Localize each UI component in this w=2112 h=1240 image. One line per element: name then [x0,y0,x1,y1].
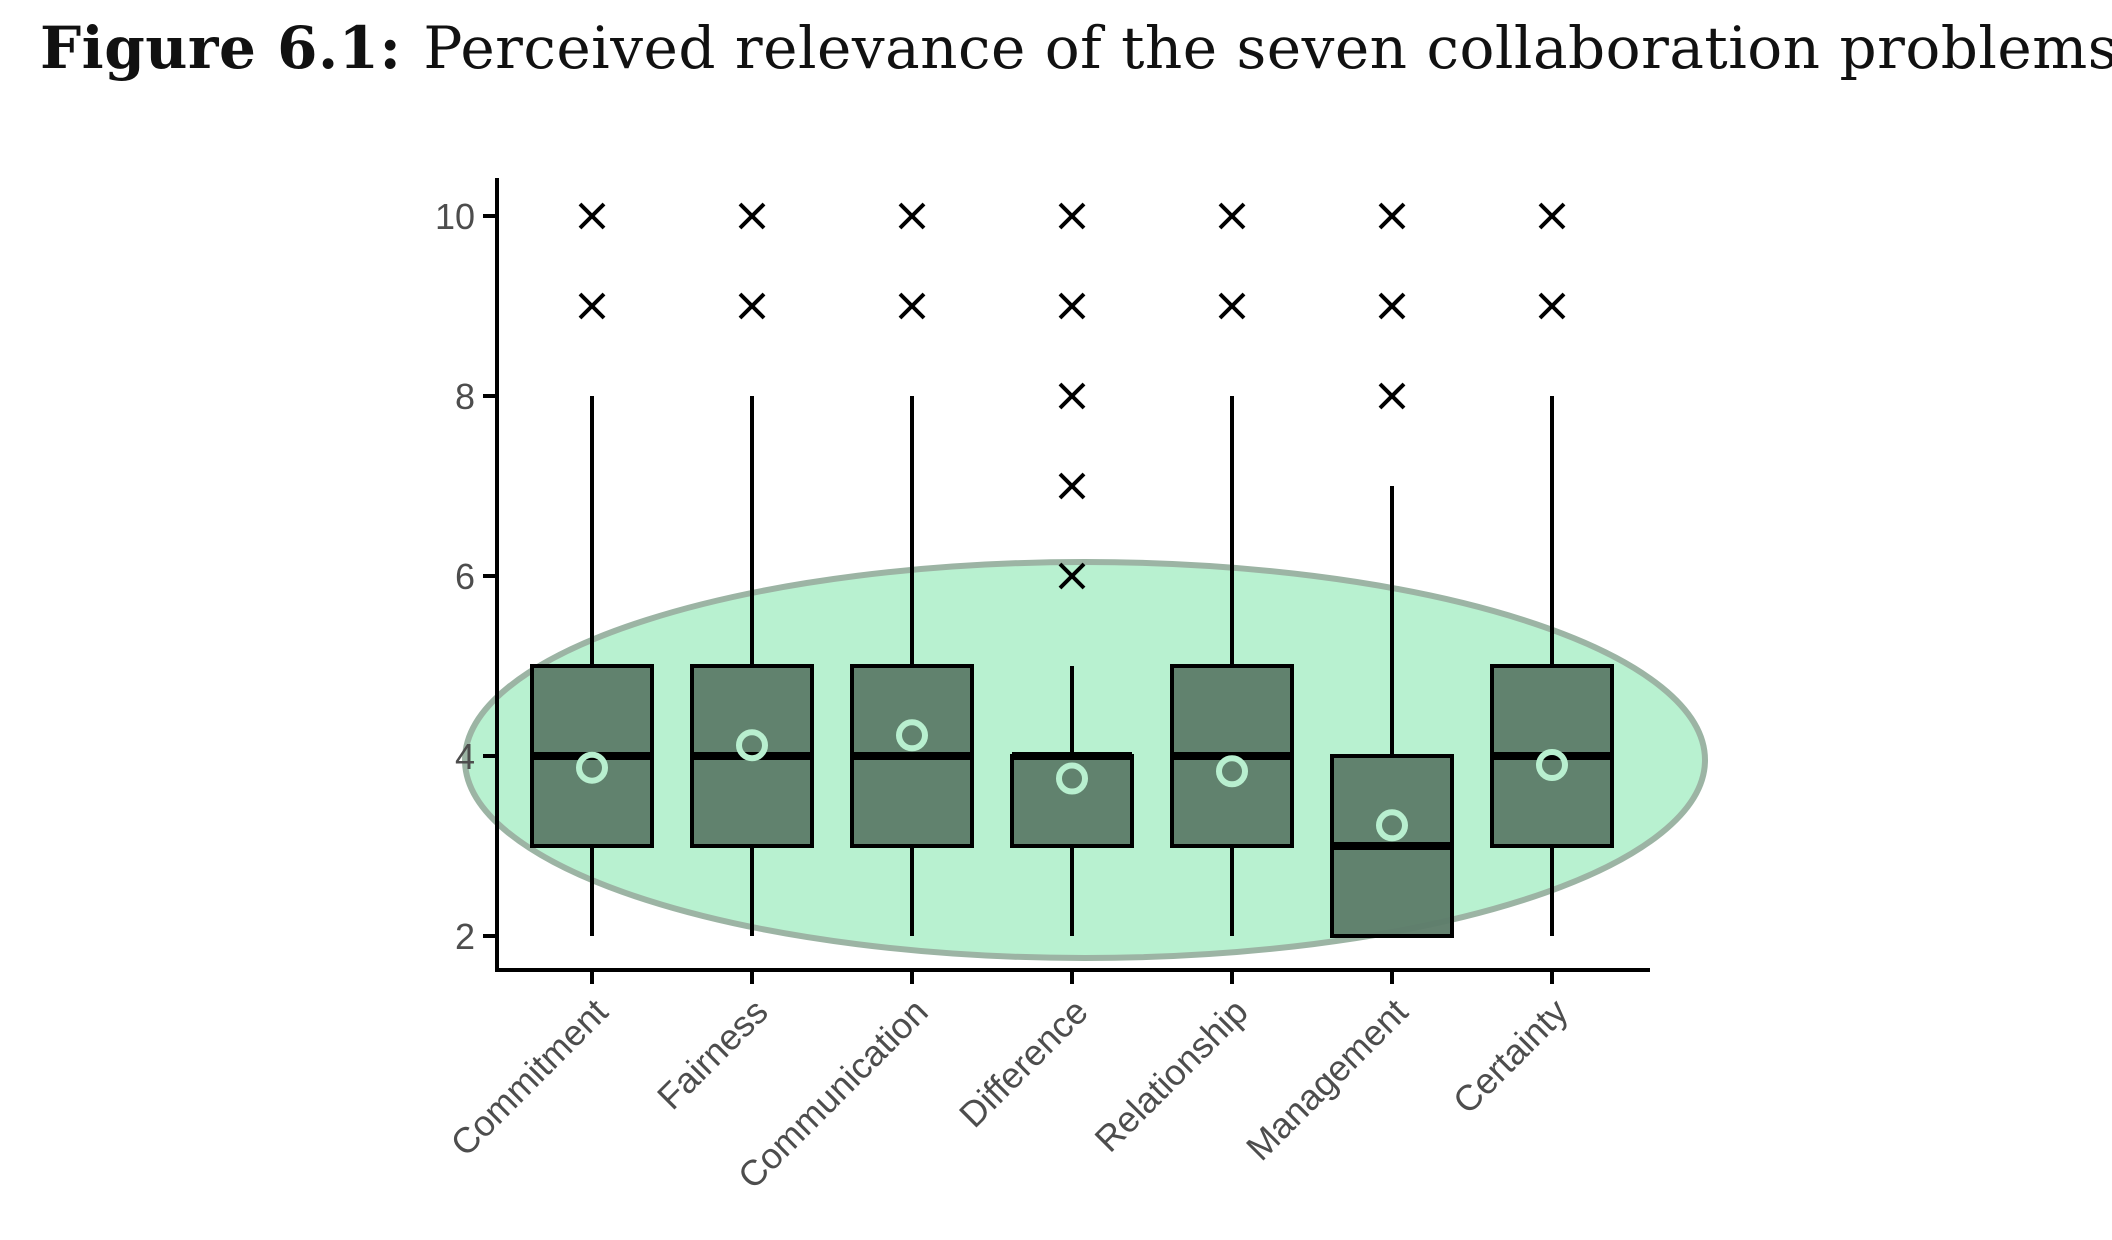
y-tick-label-8: 8 [455,376,475,417]
outlier-commitment-9 [578,292,606,320]
x-tick-label-certainty: Certainty [1445,991,1576,1122]
outlier-commitment-10 [578,202,606,230]
y-tick-label-4: 4 [455,736,475,777]
y-tick-label-2: 2 [455,916,475,957]
outlier-difference-8 [1058,382,1086,410]
outlier-fairness-10 [738,202,766,230]
figure-title: Figure 6.1: Perceived relevance of the se… [40,14,2112,82]
outlier-difference-7 [1058,472,1086,500]
x-tick-label-fairness: Fairness [649,991,776,1118]
figure-caption: Perceived relevance of the seven collabo… [423,14,2112,82]
mean-marker-management [1376,809,1408,842]
outlier-management-8 [1378,382,1406,410]
outlier-difference-6 [1058,562,1086,590]
x-tick-label-difference: Difference [951,991,1096,1136]
outlier-management-9 [1378,292,1406,320]
outlier-relationship-10 [1218,202,1246,230]
box-difference [1010,754,1134,848]
outlier-certainty-9 [1538,292,1566,320]
mean-marker-difference [1056,762,1088,795]
y-tick-label-10: 10 [435,196,475,237]
mean-marker-relationship [1216,755,1248,788]
outlier-difference-9 [1058,292,1086,320]
figure-label: Figure 6.1: [40,14,402,82]
y-tick-label-6: 6 [455,556,475,597]
outlier-relationship-9 [1218,292,1246,320]
outlier-communication-10 [898,202,926,230]
x-tick-label-relationship: Relationship [1087,991,1256,1160]
outlier-difference-10 [1058,202,1086,230]
outlier-communication-9 [898,292,926,320]
mean-marker-commitment [576,751,608,784]
x-tick-label-management: Management [1238,991,1416,1169]
mean-marker-certainty [1536,749,1568,781]
mean-marker-fairness [736,729,768,762]
outlier-certainty-10 [1538,202,1566,230]
x-tick-label-commitment: Commitment [442,991,615,1164]
outlier-management-10 [1378,202,1406,230]
outlier-fairness-9 [738,292,766,320]
mean-marker-communication [896,719,928,752]
